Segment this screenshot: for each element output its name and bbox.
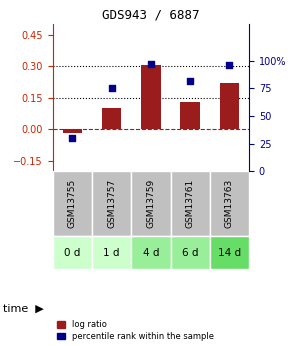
Point: [70, 135, 75, 141]
Text: GSM13761: GSM13761: [186, 179, 195, 228]
Bar: [63, 129, 82, 133]
Text: 6 d: 6 d: [182, 248, 198, 258]
Bar: [220, 83, 239, 129]
FancyBboxPatch shape: [171, 171, 210, 236]
FancyBboxPatch shape: [210, 171, 249, 236]
Text: GSM13763: GSM13763: [225, 179, 234, 228]
Point: [149, 61, 153, 67]
FancyBboxPatch shape: [53, 171, 92, 236]
Text: time  ▶: time ▶: [3, 304, 44, 314]
Point: [109, 86, 114, 91]
Point: [188, 78, 193, 83]
FancyBboxPatch shape: [171, 236, 210, 269]
Text: GSM13755: GSM13755: [68, 179, 77, 228]
Text: GSM13757: GSM13757: [107, 179, 116, 228]
FancyBboxPatch shape: [53, 236, 92, 269]
Text: 0 d: 0 d: [64, 248, 81, 258]
FancyBboxPatch shape: [131, 236, 171, 269]
Text: GSM13759: GSM13759: [146, 179, 155, 228]
Bar: [180, 102, 200, 129]
Bar: [102, 108, 121, 129]
FancyBboxPatch shape: [131, 171, 171, 236]
Text: 1 d: 1 d: [103, 248, 120, 258]
FancyBboxPatch shape: [210, 236, 249, 269]
Title: GDS943 / 6887: GDS943 / 6887: [102, 9, 200, 22]
Text: 14 d: 14 d: [218, 248, 241, 258]
Legend: log ratio, percentile rank within the sample: log ratio, percentile rank within the sa…: [57, 321, 214, 341]
FancyBboxPatch shape: [92, 171, 131, 236]
Bar: [141, 65, 161, 129]
Point: [227, 62, 232, 68]
Text: 4 d: 4 d: [143, 248, 159, 258]
FancyBboxPatch shape: [92, 236, 131, 269]
